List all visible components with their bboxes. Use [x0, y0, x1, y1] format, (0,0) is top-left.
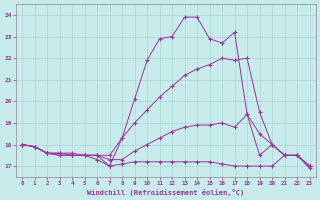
X-axis label: Windchill (Refroidissement éolien,°C): Windchill (Refroidissement éolien,°C) — [87, 189, 244, 196]
